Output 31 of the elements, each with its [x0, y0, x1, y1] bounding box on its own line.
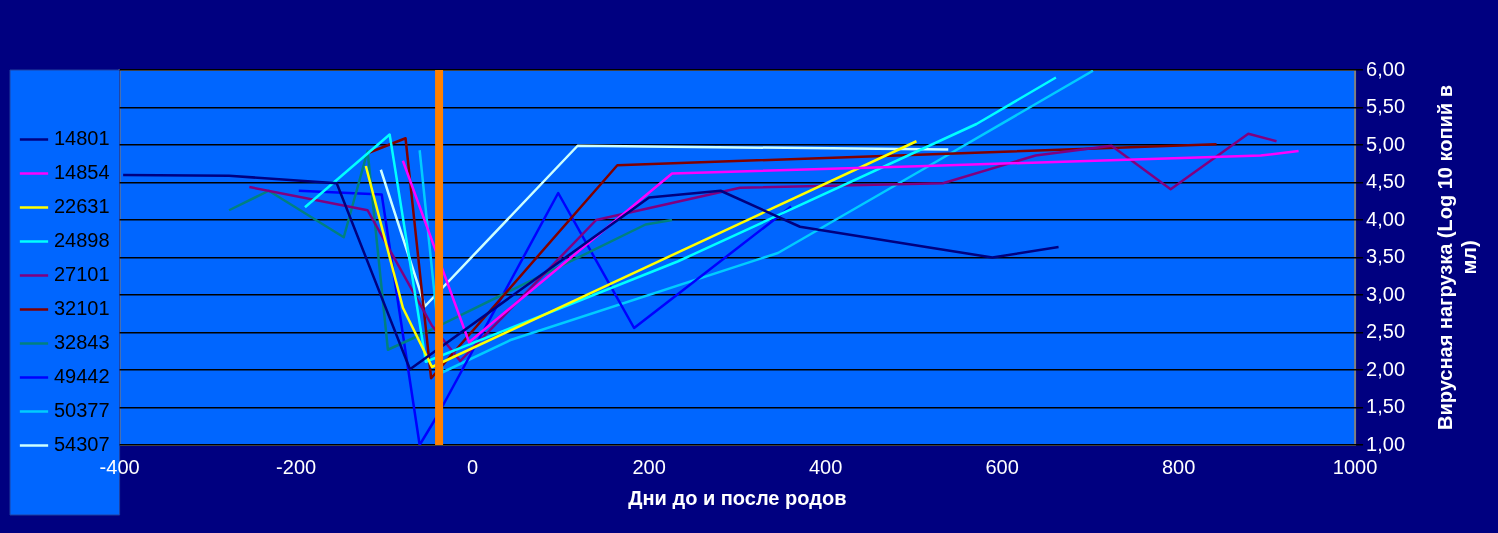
y-tick-label: 3,00 — [1366, 282, 1406, 305]
legend-label: 27101 — [54, 263, 110, 286]
legend-label: 14801 — [54, 127, 110, 150]
legend-label: 50377 — [54, 399, 110, 422]
y-tick-label: 4,50 — [1366, 170, 1406, 193]
x-tick-label: 800 — [1161, 455, 1196, 478]
legend-label: 24898 — [54, 229, 110, 252]
legend-label: 22631 — [54, 195, 110, 218]
x-tick-label: 0 — [467, 455, 479, 478]
legend-label: 54307 — [54, 433, 110, 456]
y-tick-label: 2,50 — [1366, 320, 1406, 343]
x-tick-label: 200 — [632, 455, 666, 478]
x-axis-title: Дни до и после родов — [628, 486, 847, 509]
legend-label: 32101 — [54, 297, 110, 320]
y-tick-label: 4,00 — [1366, 207, 1406, 230]
x-tick-label: 600 — [985, 455, 1019, 478]
y-tick-label: 6,00 — [1366, 57, 1406, 80]
x-tick-label: -400 — [99, 455, 140, 478]
y-tick-label: 5,50 — [1366, 95, 1406, 118]
x-tick-label: 400 — [808, 455, 843, 478]
y-tick-label: 3,50 — [1366, 245, 1406, 268]
y-tick-label: 2,00 — [1366, 357, 1406, 380]
y-tick-label: 1,50 — [1366, 395, 1406, 418]
y-axis-title: Вирусная нагрузка (Log 10 копий в мл) — [1433, 85, 1480, 430]
legend-label: 14854 — [54, 161, 110, 184]
y-tick-label: 1,00 — [1366, 432, 1406, 455]
y-tick-label: 5,00 — [1366, 132, 1406, 155]
x-tick-label: 1000 — [1332, 455, 1378, 478]
legend-label: 32843 — [54, 331, 110, 354]
x-tick-label: -200 — [276, 455, 317, 478]
legend-label: 49442 — [54, 365, 110, 388]
